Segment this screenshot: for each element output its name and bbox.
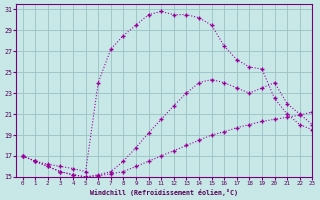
X-axis label: Windchill (Refroidissement éolien,°C): Windchill (Refroidissement éolien,°C)	[90, 189, 238, 196]
